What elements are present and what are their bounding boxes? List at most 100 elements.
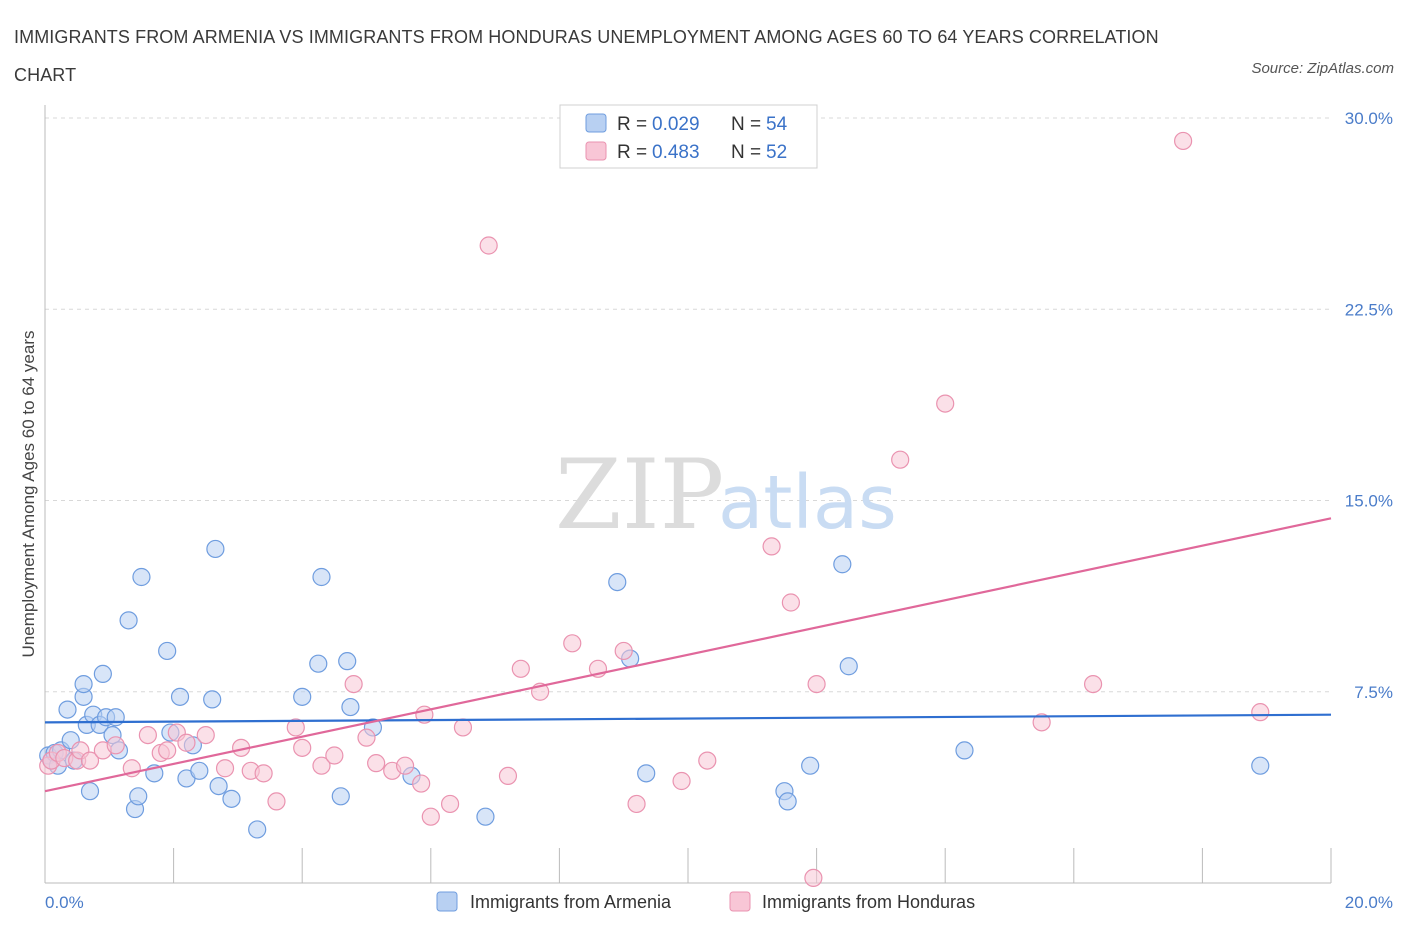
legend-r-value-honduras: 0.483 [652, 142, 700, 163]
bottom-legend-swatch-armenia [436, 891, 458, 912]
honduras-point-21 [286, 718, 305, 737]
armenia-point-37 [312, 567, 331, 587]
honduras-point-22 [293, 738, 312, 757]
honduras-point-42 [627, 794, 646, 814]
armenia-point-11 [80, 782, 100, 801]
honduras-point-19 [254, 764, 273, 783]
watermark: ZIP atlas [555, 439, 897, 551]
trend-lines [44, 517, 1332, 793]
armenia-point-46 [637, 764, 656, 783]
honduras-point-48 [807, 674, 826, 694]
armenia-point-53 [1251, 756, 1270, 775]
legend-n-value-armenia: 54 [766, 114, 788, 135]
armenia-point-44 [608, 572, 627, 592]
armenia-point-39 [338, 652, 357, 671]
armenia-point-22 [132, 567, 151, 587]
series-legend: Immigrants from Armenia Immigrants from … [436, 891, 975, 912]
y-tick-label-3: 30.0% [1345, 109, 1393, 128]
legend-r-value-armenia: 0.029 [652, 114, 700, 135]
honduras-point-44 [698, 751, 717, 770]
honduras-point-47 [804, 868, 823, 888]
armenia-point-24 [158, 641, 177, 661]
legend-swatch-honduras [585, 141, 607, 161]
honduras-point-37 [511, 659, 530, 678]
legend-n-value-honduras: 52 [766, 142, 787, 163]
x-tick-label-1: 20.0% [1345, 893, 1393, 912]
honduras-point-12 [158, 741, 177, 760]
honduras-point-23 [312, 756, 331, 775]
armenia-point-50 [833, 555, 852, 574]
legend-swatch-armenia [585, 113, 607, 133]
honduras-point-52 [1083, 674, 1103, 694]
honduras-point-20 [267, 792, 286, 811]
honduras-point-41 [614, 641, 633, 661]
honduras-point-30 [412, 774, 431, 793]
armenia-point-48 [778, 792, 797, 811]
honduras-point-50 [936, 394, 955, 413]
legend-n-label-armenia: N = [731, 114, 761, 135]
bottom-legend-label-armenia: Immigrants from Armenia [470, 892, 672, 912]
honduras-point-25 [344, 674, 363, 694]
watermark-zip: ZIP [555, 439, 724, 551]
honduras-point-51 [1032, 713, 1051, 732]
honduras-point-29 [395, 756, 415, 775]
chart-source: Source: ZipAtlas.com [1251, 60, 1394, 77]
y-tick-label-1: 15.0% [1345, 492, 1393, 511]
honduras-point-6 [80, 751, 100, 770]
bottom-legend-swatch-honduras [729, 891, 751, 912]
tick-labels: 7.5% 15.0% 22.5% 30.0% 0.0% 20.0% [45, 109, 1393, 912]
honduras-point-10 [138, 725, 157, 745]
legend-r-label-honduras: R = [617, 142, 647, 163]
honduras-point-39 [563, 634, 582, 653]
legend-n-label-honduras: N = [731, 142, 761, 163]
honduras-point-15 [196, 725, 215, 745]
honduras-point-36 [498, 766, 518, 786]
armenia-point-21 [129, 787, 148, 806]
honduras-point-24 [325, 746, 344, 765]
armenia-point-49 [801, 756, 820, 775]
armenia-point-30 [203, 690, 222, 709]
honduras-point-35 [479, 236, 498, 255]
armenia-point-31 [206, 539, 225, 559]
armenia-point-29 [190, 761, 209, 780]
armenia-point-43 [476, 807, 495, 826]
chart-title: IMMIGRANTS FROM ARMENIA VS IMMIGRANTS FR… [14, 27, 1159, 85]
data-points [39, 131, 1270, 888]
honduras-point-33 [440, 794, 460, 814]
honduras-point-16 [215, 759, 235, 778]
honduras-point-27 [367, 754, 386, 773]
honduras-trend-line [44, 517, 1332, 793]
armenia-point-17 [106, 708, 125, 727]
armenia-point-38 [331, 787, 350, 806]
honduras-point-34 [453, 718, 473, 737]
armenia-point-52 [955, 741, 974, 760]
honduras-point-32 [421, 807, 440, 826]
honduras-point-49 [891, 450, 910, 469]
armenia-point-19 [119, 611, 138, 630]
legend-r-label-armenia: R = [617, 114, 647, 135]
y-tick-label-2: 22.5% [1345, 300, 1393, 319]
honduras-point-8 [106, 736, 125, 755]
armenia-point-51 [839, 657, 858, 676]
x-tick-label-0: 0.0% [45, 893, 84, 912]
armenia-point-32 [209, 776, 228, 796]
honduras-point-46 [781, 593, 800, 612]
watermark-atlas: atlas [718, 460, 897, 546]
correlation-legend: R = 0.029 N = 54 R = 0.483 N = 52 [559, 104, 818, 169]
armenia-point-35 [293, 687, 312, 706]
honduras-point-54 [1251, 703, 1270, 722]
y-axis-label: Unemployment Among Ages 60 to 64 years [19, 331, 38, 658]
honduras-point-45 [762, 537, 781, 556]
armenia-point-40 [341, 697, 360, 717]
y-tick-label-0: 7.5% [1354, 683, 1393, 702]
armenia-point-9 [74, 674, 93, 694]
honduras-point-26 [357, 728, 376, 747]
armenia-point-5 [58, 700, 77, 719]
armenia-point-26 [170, 687, 190, 706]
honduras-point-43 [672, 771, 691, 791]
armenia-trend-line [44, 713, 1332, 724]
armenia-point-33 [222, 789, 241, 808]
armenia-point-34 [248, 820, 267, 839]
honduras-point-53 [1174, 131, 1193, 151]
